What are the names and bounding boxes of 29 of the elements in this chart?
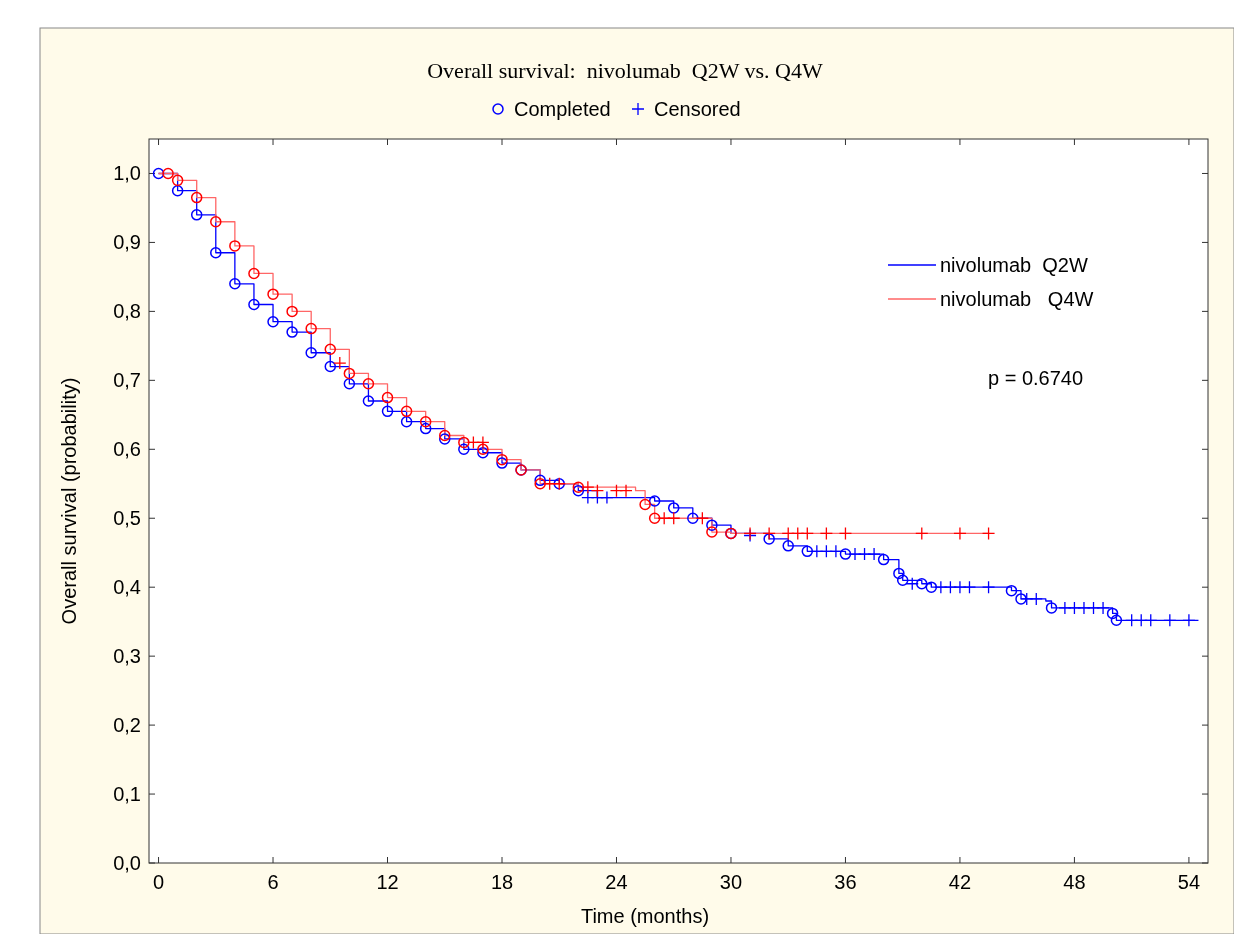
x-tick-label: 48: [1063, 871, 1086, 893]
x-tick-label: 18: [490, 871, 514, 893]
y-tick-label: 0,1: [113, 783, 141, 806]
x-tick-label: 24: [605, 871, 628, 893]
y-axis-title: Overall survival (probability): [58, 377, 80, 625]
y-tick-label: 1,0: [113, 162, 141, 185]
legend-label: nivolumab Q4W: [940, 288, 1094, 310]
x-tick-label: 54: [1177, 871, 1201, 893]
y-tick-label: 0,5: [113, 507, 141, 530]
y-tick-label: 0,4: [113, 576, 141, 599]
legend-label: Censored: [654, 98, 741, 120]
y-tick-label: 0,6: [113, 438, 141, 461]
x-tick-label: 0: [152, 871, 165, 893]
y-tick-label: 0,3: [113, 645, 141, 668]
x-tick-label: 36: [834, 871, 857, 893]
legend-label: nivolumab Q2W: [940, 254, 1088, 276]
y-tick-label: 0,0: [113, 852, 141, 874]
x-tick-label: 42: [948, 871, 972, 893]
y-tick-label: 0,2: [113, 714, 141, 737]
x-tick-label: 6: [267, 871, 279, 893]
legend-label: Completed: [514, 98, 611, 120]
x-tick-label: 12: [376, 871, 399, 893]
y-tick-label: 0,7: [113, 369, 141, 392]
y-tick-label: 0,9: [113, 231, 141, 254]
x-axis-title: Time (months): [580, 905, 710, 927]
y-tick-label: 0,8: [113, 300, 141, 323]
chart-title: Overall survival: nivolumab Q2W vs. Q4W: [427, 58, 823, 83]
annotation: p = 0.6740: [988, 367, 1084, 389]
x-tick-label: 30: [719, 871, 743, 893]
